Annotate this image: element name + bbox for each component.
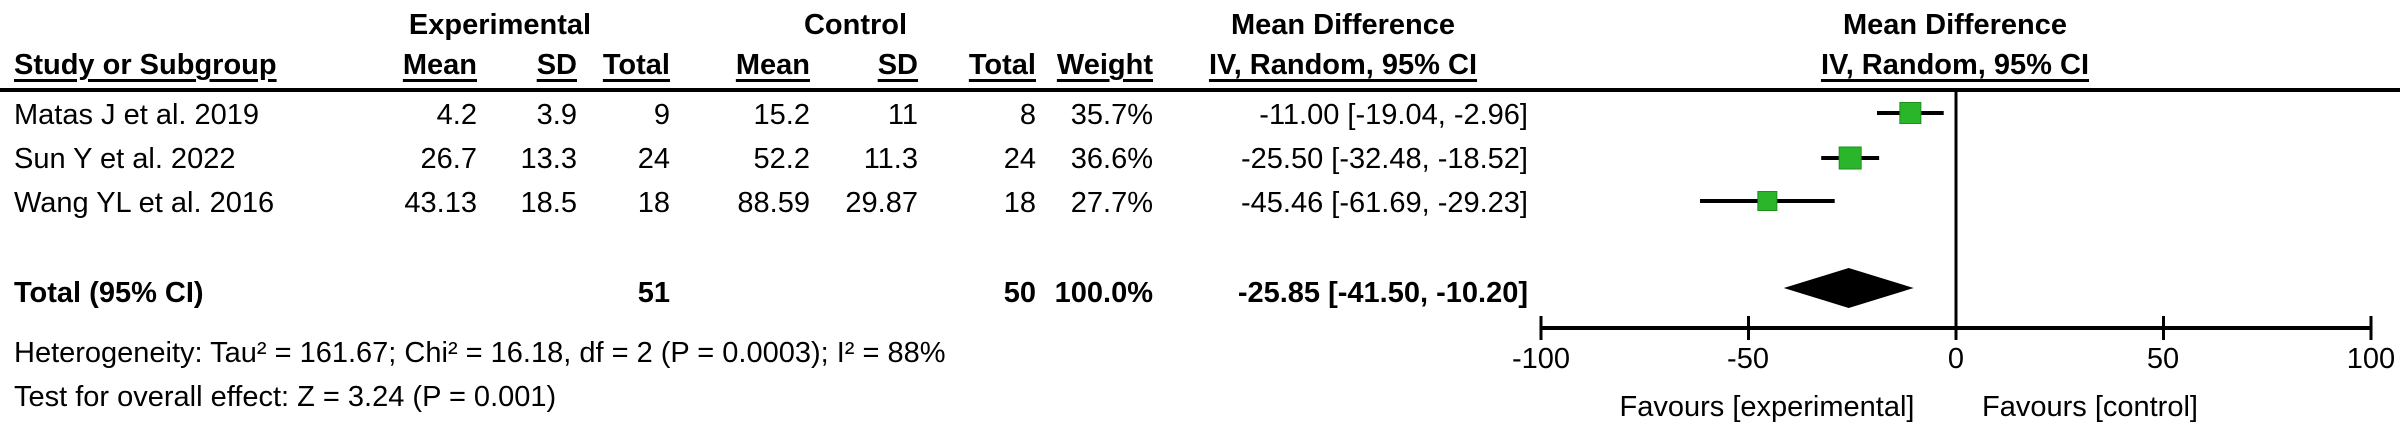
col-header-exp-sd: SD (536, 49, 577, 81)
ci-text-value: -11.00 [-19.04, -2.96] (1259, 99, 1528, 131)
axis-tick-label: 100 (2346, 343, 2396, 375)
ctl-total-value: 18 (1003, 187, 1036, 219)
total-ci-text-value: -25.85 [-41.50, -10.20] (1237, 277, 1528, 309)
group-header-row: Experimental Control Mean Difference Mea… (0, 8, 2400, 42)
total-weight-value: 100.0% (1054, 277, 1153, 309)
col-header-ctl-total: Total (968, 49, 1036, 81)
axis-tick-label: 50 (2146, 343, 2180, 375)
ctl-mean-value: 88.59 (737, 187, 810, 219)
total-row: Total (95% CI) 51 50 100.0% -25.85 [-41.… (0, 276, 2400, 310)
axis-tick-label: 0 (1947, 343, 1965, 375)
col-header-weight: Weight (1056, 49, 1153, 81)
col-header-ctl-sd: SD (877, 49, 918, 81)
ctl-mean-value: 15.2 (753, 99, 810, 131)
group-header-control: Control (803, 9, 908, 41)
column-header-row: Study or Subgroup Mean SD Total Mean SD … (0, 48, 2400, 82)
ctl-sd-value: 11 (887, 99, 918, 131)
total-ctl-total-value: 50 (1003, 277, 1036, 309)
ctl-mean-value: 52.2 (753, 143, 810, 175)
col-header-ci-right: IV, Random, 95% CI (1820, 49, 2090, 81)
weight-value: 27.7% (1070, 187, 1153, 219)
heterogeneity-text: Heterogeneity: Tau² = 161.67; Chi² = 16.… (14, 337, 946, 369)
study-row: Wang YL et al. 2016 43.13 18.5 18 88.59 … (0, 186, 2400, 220)
ctl-total-value: 24 (1003, 143, 1036, 175)
col-header-ci-left: IV, Random, 95% CI (1208, 49, 1478, 81)
exp-sd-value: 3.9 (536, 99, 577, 131)
favours-experimental-label: Favours [experimental] (1619, 391, 1915, 423)
axis-tick-label: -100 (1511, 343, 1571, 375)
group-header-mean-difference-left: Mean Difference (1230, 9, 1455, 41)
group-header-experimental: Experimental (408, 9, 592, 41)
ctl-sd-value: 11.3 (863, 143, 918, 175)
exp-mean-value: 43.13 (404, 187, 477, 219)
ci-text-value: -25.50 [-32.48, -18.52] (1241, 143, 1528, 175)
exp-mean-value: 26.7 (420, 143, 477, 175)
study-label: Wang YL et al. 2016 (14, 187, 275, 219)
heterogeneity-row: Heterogeneity: Tau² = 161.67; Chi² = 16.… (0, 336, 2400, 370)
exp-mean-value: 4.2 (436, 99, 477, 131)
study-label: Matas J et al. 2019 (14, 99, 260, 131)
col-header-exp-total: Total (602, 49, 670, 81)
exp-sd-value: 13.3 (520, 143, 577, 175)
ctl-total-value: 8 (1019, 99, 1036, 131)
weight-value: 35.7% (1070, 99, 1153, 131)
favours-control-label: Favours [control] (1982, 391, 2198, 423)
total-label: Total (95% CI) (14, 277, 204, 309)
group-header-mean-difference-right: Mean Difference (1842, 9, 2067, 41)
overall-effect-row: Test for overall effect: Z = 3.24 (P = 0… (0, 380, 2400, 414)
overall-effect-text: Test for overall effect: Z = 3.24 (P = 0… (14, 381, 557, 413)
study-row: Matas J et al. 2019 4.2 3.9 9 15.2 11 8 … (0, 98, 2400, 132)
exp-total-value: 18 (637, 187, 670, 219)
exp-total-value: 24 (637, 143, 670, 175)
ctl-sd-value: 29.87 (845, 187, 918, 219)
axis-tick-label: -50 (1727, 343, 1769, 375)
total-exp-total-value: 51 (637, 277, 670, 309)
ci-text-value: -45.46 [-61.69, -29.23] (1241, 187, 1528, 219)
col-header-exp-mean: Mean (402, 49, 477, 81)
exp-total-value: 9 (653, 99, 670, 131)
study-row: Sun Y et al. 2022 26.7 13.3 24 52.2 11.3… (0, 142, 2400, 176)
study-label: Sun Y et al. 2022 (14, 143, 236, 175)
col-header-study: Study or Subgroup (14, 49, 277, 81)
header-divider-line (0, 88, 2400, 92)
col-header-ctl-mean: Mean (735, 49, 810, 81)
exp-sd-value: 18.5 (520, 187, 577, 219)
weight-value: 36.6% (1070, 143, 1153, 175)
